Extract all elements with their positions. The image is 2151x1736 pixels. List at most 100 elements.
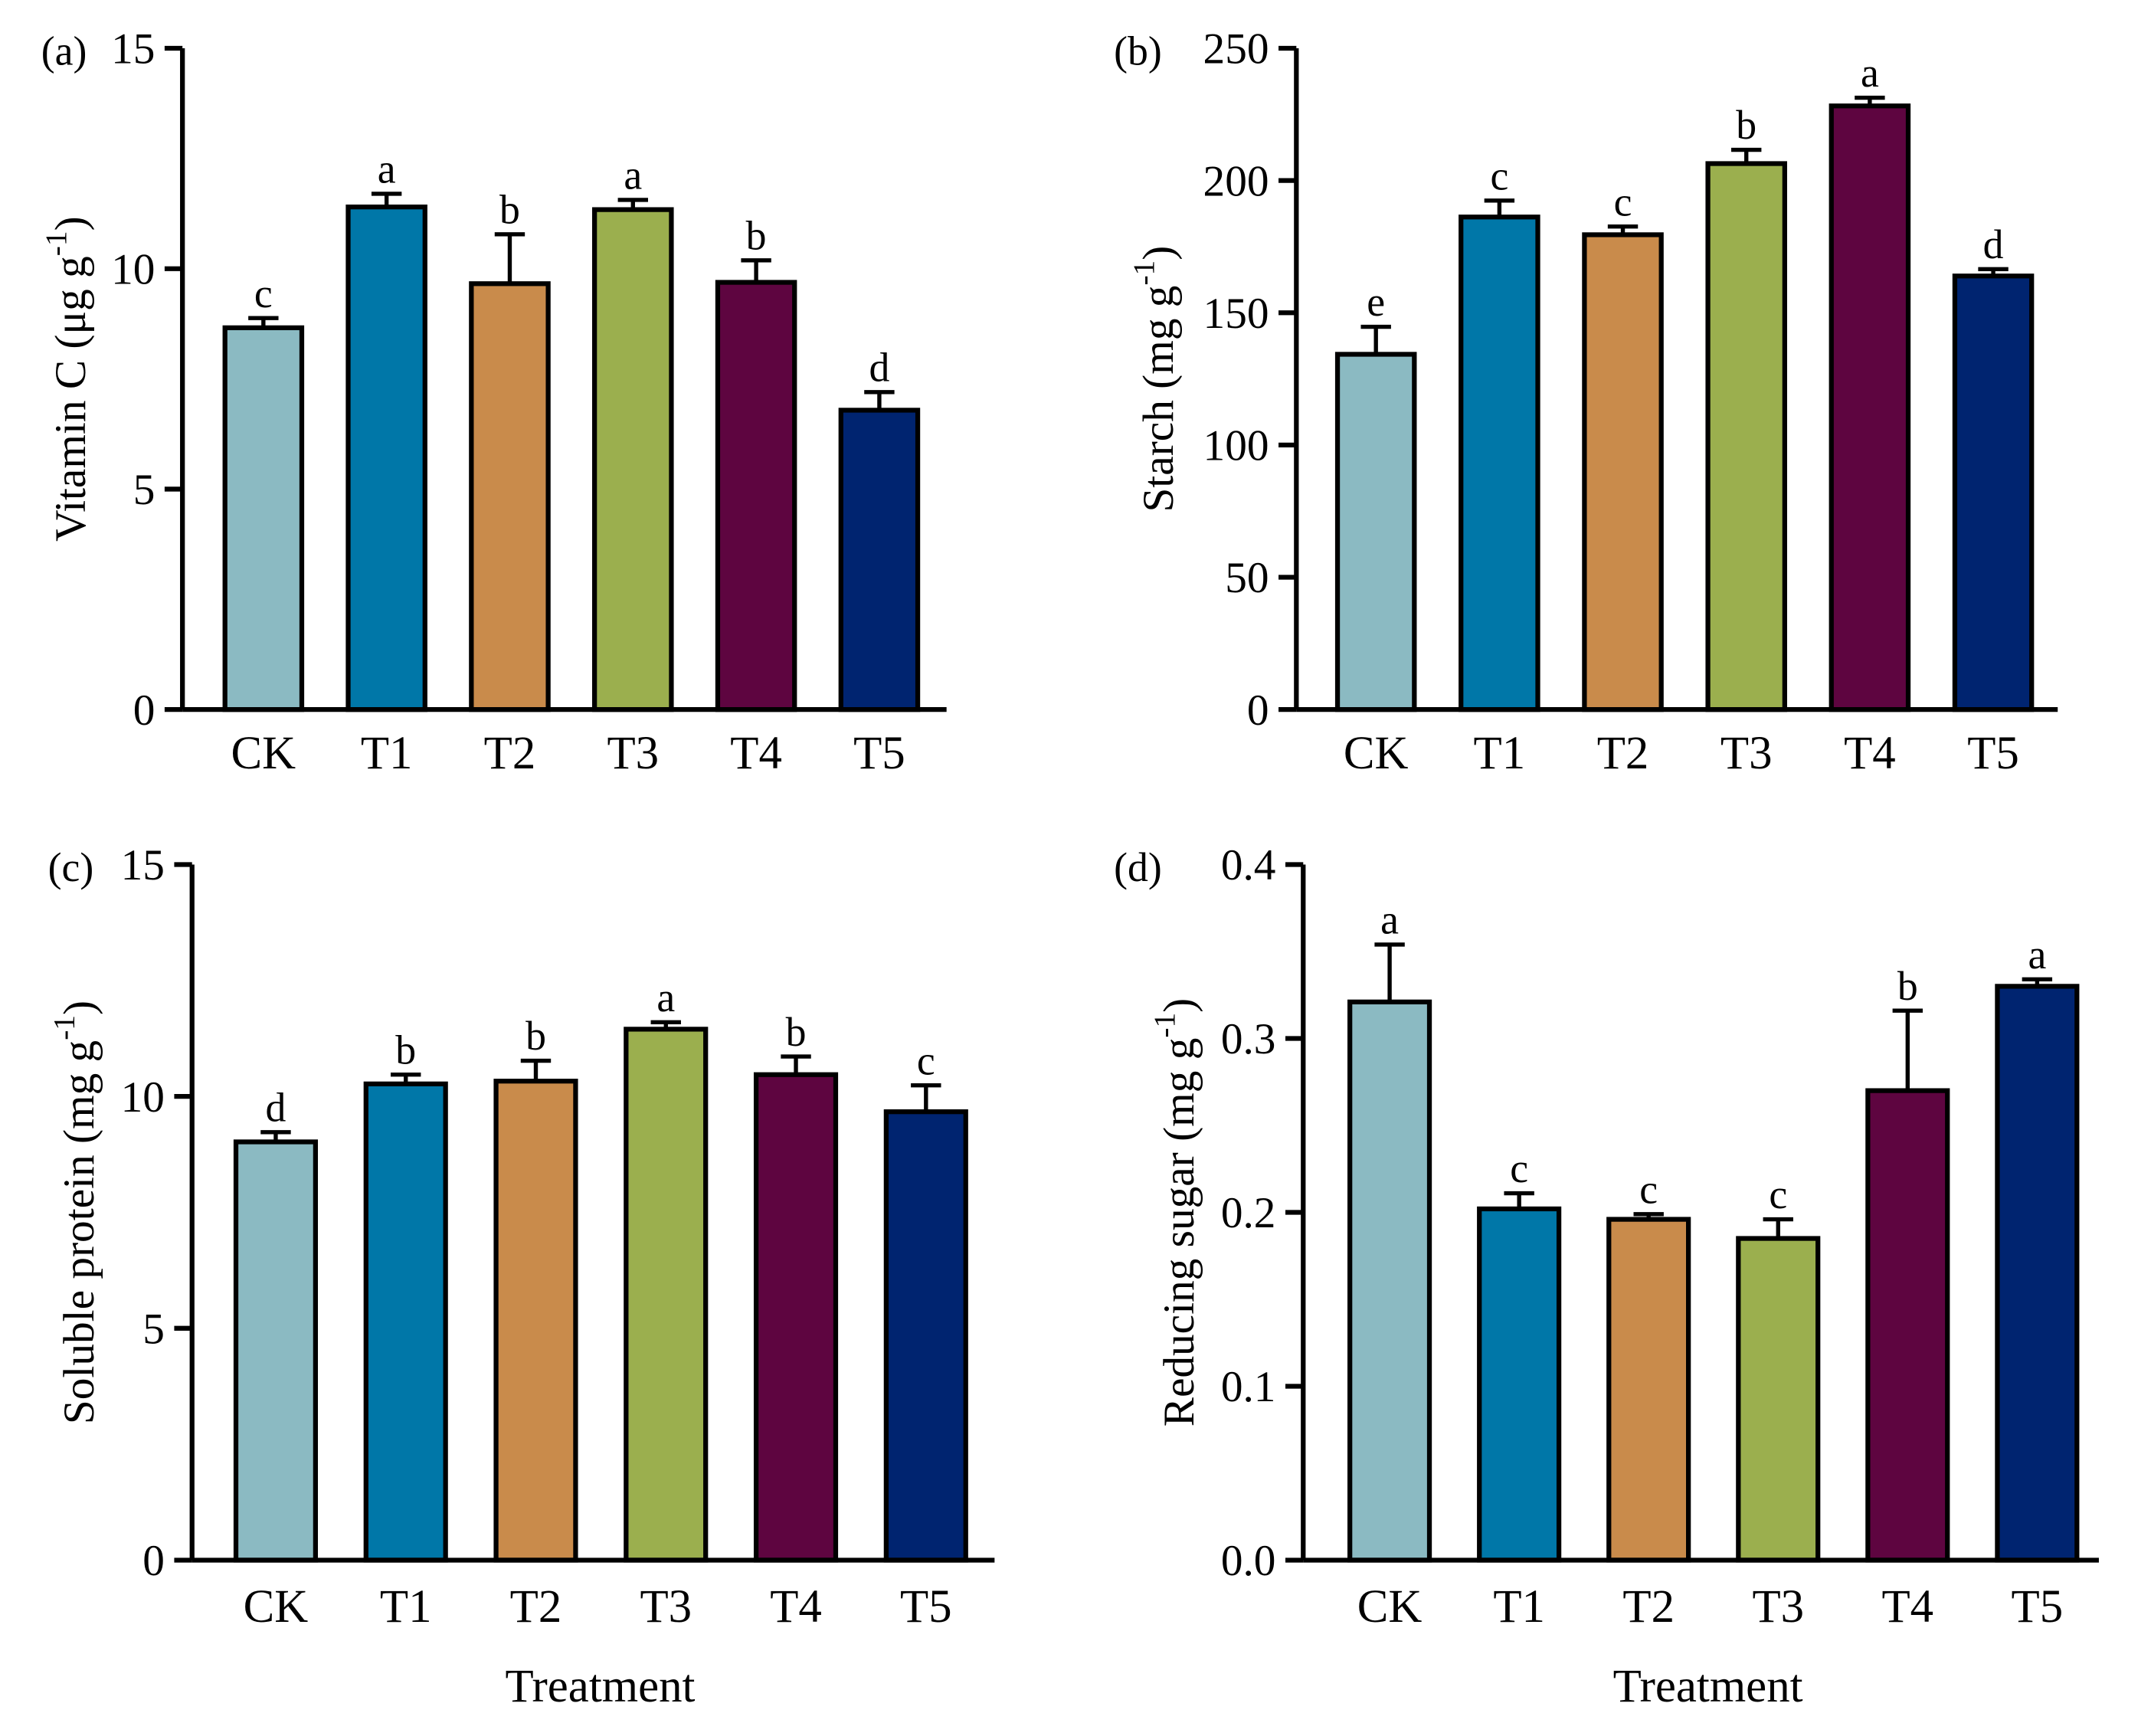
bar-T3 — [1736, 1236, 1821, 1563]
panel-b: (b) e CK c T1 c T2 b T3 a T4 d T5 0 50 100 150 200 250 Star… — [1114, 25, 2058, 779]
y-tick-label: 0.2 — [1221, 1189, 1276, 1237]
significance-letter: b — [395, 1027, 416, 1073]
bar-T5 — [838, 408, 921, 712]
y-tick-label: 15 — [111, 25, 155, 74]
significance-letter: a — [624, 152, 642, 198]
x-tick-label: T4 — [1881, 1581, 1933, 1633]
significance-letter: c — [1769, 1171, 1787, 1217]
significance-letter: e — [1367, 279, 1385, 325]
significance-letter: a — [1861, 50, 1879, 96]
y-axis-label: Soluble protein (mg g-1) — [47, 1001, 103, 1424]
y-axis-label-end: ) — [55, 1001, 103, 1015]
panel-label: (c) — [48, 844, 94, 890]
bar-T2 — [493, 1079, 578, 1563]
bar-CK — [222, 325, 305, 712]
significance-letter: b — [499, 187, 520, 233]
y-axis-label-main: Reducing sugar (mg g — [1155, 1038, 1203, 1427]
significance-letter: c — [254, 270, 273, 316]
x-tick-label: T1 — [380, 1581, 432, 1633]
y-tick-label: 0 — [142, 1537, 165, 1585]
y-axis-label-superscript: -1 — [1127, 260, 1161, 286]
x-tick-label: T1 — [1493, 1581, 1545, 1633]
panel-label: (a) — [41, 28, 87, 74]
x-tick-label: CK — [1357, 1581, 1423, 1633]
bar-CK — [233, 1139, 319, 1563]
significance-letter: c — [1510, 1145, 1528, 1191]
y-tick-label: 5 — [142, 1305, 165, 1354]
x-tick-label: T1 — [1474, 728, 1526, 779]
bar-T5 — [883, 1109, 968, 1563]
bar-T5 — [1995, 984, 2080, 1563]
y-tick-label: 10 — [111, 245, 155, 293]
y-axis-label-end: ) — [1134, 246, 1183, 260]
significance-letter: b — [746, 212, 767, 258]
x-tick-label: T3 — [607, 728, 659, 779]
y-tick-label: 150 — [1203, 290, 1269, 338]
significance-letter: a — [2028, 932, 2046, 978]
significance-letter: c — [1639, 1166, 1658, 1212]
x-tick-label: T1 — [361, 728, 413, 779]
significance-letter: d — [266, 1084, 286, 1130]
panel-label: (d) — [1114, 844, 1162, 890]
y-axis-label: Reducing sugar (mg g-1) — [1148, 998, 1203, 1427]
significance-letter: a — [656, 974, 675, 1020]
x-tick-label: T2 — [484, 728, 536, 779]
y-axis-label-superscript: -1 — [1148, 1013, 1181, 1038]
y-tick-label: 5 — [133, 466, 156, 514]
bar-T1 — [363, 1081, 448, 1563]
y-tick-label: 10 — [121, 1073, 165, 1122]
x-tick-label: T4 — [770, 1581, 822, 1633]
x-axis-label: Treatment — [505, 1661, 695, 1712]
x-tick-label: CK — [1344, 728, 1409, 779]
y-tick-label: 100 — [1203, 422, 1269, 470]
significance-letter: b — [1736, 102, 1756, 148]
significance-letter: b — [525, 1013, 546, 1059]
bar-T2 — [1606, 1217, 1691, 1563]
bar-T1 — [1477, 1206, 1562, 1563]
x-tick-label: T5 — [2012, 1581, 2064, 1633]
x-tick-label: T4 — [1844, 728, 1896, 779]
significance-letter: b — [1897, 963, 1918, 1009]
x-tick-label: T2 — [1622, 1581, 1675, 1633]
y-tick-label: 200 — [1203, 157, 1269, 205]
significance-letter: c — [1614, 179, 1632, 224]
x-tick-label: T5 — [900, 1581, 952, 1633]
x-tick-label: T2 — [1597, 728, 1649, 779]
significance-letter: d — [1983, 221, 2004, 267]
y-axis-label: Starch (mg g-1) — [1127, 246, 1183, 513]
y-tick-label: 0 — [1247, 686, 1269, 735]
bar-CK — [1347, 999, 1432, 1563]
x-tick-label: T3 — [640, 1581, 692, 1633]
y-tick-label: 0 — [133, 686, 156, 735]
panel-c: (c) d CK b T1 b T2 a T3 b T4 c T5 0 5 10 15 Soluble prote… — [47, 841, 995, 1712]
bar-T4 — [1865, 1088, 1950, 1563]
x-axis-label: Treatment — [1613, 1661, 1803, 1712]
significance-letter: a — [378, 146, 396, 192]
bar-T3 — [624, 1027, 709, 1563]
bar-CK — [1334, 352, 1417, 712]
bar-T4 — [753, 1072, 839, 1563]
x-tick-label: T3 — [1720, 728, 1773, 779]
y-tick-label: 50 — [1225, 554, 1269, 602]
x-tick-label: T5 — [1967, 728, 2019, 779]
bar-T1 — [345, 205, 427, 712]
x-tick-label: CK — [244, 1581, 309, 1633]
y-tick-label: 0.1 — [1221, 1363, 1276, 1411]
bar-T3 — [1705, 161, 1787, 712]
significance-letter: c — [1490, 153, 1508, 199]
panel-d: (d) a CK c T1 c T2 c T3 b T4 a T5 0.0 0.1 0.2 0.3 0.4 Redu… — [1114, 841, 2099, 1712]
significance-letter: b — [786, 1009, 807, 1055]
y-axis-label-end: ) — [47, 216, 95, 231]
y-tick-label: 0.0 — [1221, 1537, 1276, 1585]
y-tick-label: 15 — [121, 841, 165, 889]
significance-letter: c — [917, 1037, 935, 1083]
y-tick-label: 0.4 — [1221, 841, 1276, 889]
y-axis-label-superscript: -1 — [39, 231, 73, 256]
bar-T5 — [1952, 274, 2035, 712]
panel-a: (a) c CK a T1 b T2 a T3 b T4 d T5 0 5 10 15 Vitamin C (μg… — [39, 25, 947, 779]
y-tick-label: 0.3 — [1221, 1015, 1276, 1063]
significance-letter: a — [1380, 897, 1399, 943]
bar-T4 — [1829, 103, 1911, 712]
x-tick-label: T5 — [853, 728, 905, 779]
